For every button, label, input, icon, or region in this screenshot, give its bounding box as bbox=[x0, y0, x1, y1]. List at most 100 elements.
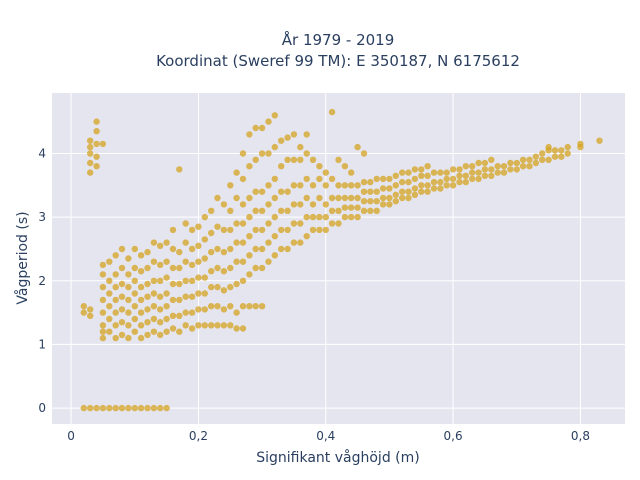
data-point bbox=[500, 169, 508, 176]
data-point bbox=[252, 303, 259, 310]
data-point bbox=[367, 207, 374, 214]
data-point bbox=[309, 156, 317, 163]
data-point bbox=[220, 306, 228, 313]
data-point bbox=[233, 194, 240, 202]
data-point bbox=[430, 169, 438, 176]
data-point bbox=[188, 245, 196, 253]
data-point bbox=[360, 150, 368, 157]
data-point bbox=[169, 296, 177, 304]
data-point bbox=[335, 182, 342, 189]
data-point bbox=[488, 166, 495, 173]
data-point bbox=[278, 188, 285, 195]
data-point bbox=[290, 156, 298, 163]
data-point bbox=[303, 175, 310, 183]
data-point bbox=[182, 309, 189, 316]
data-point bbox=[227, 264, 234, 272]
data-point bbox=[373, 207, 380, 214]
data-point bbox=[131, 245, 138, 253]
data-point bbox=[258, 124, 266, 132]
data-point bbox=[195, 274, 202, 281]
data-point bbox=[367, 198, 374, 205]
data-point bbox=[176, 328, 183, 335]
data-point bbox=[354, 194, 361, 202]
data-point bbox=[106, 258, 113, 265]
data-point bbox=[182, 322, 189, 329]
data-point bbox=[93, 153, 100, 160]
data-point bbox=[265, 118, 272, 125]
data-point bbox=[316, 226, 323, 234]
data-point bbox=[208, 248, 215, 256]
data-point bbox=[112, 309, 119, 316]
data-point bbox=[399, 194, 406, 202]
data-point bbox=[99, 261, 107, 269]
data-point bbox=[386, 175, 393, 183]
data-point bbox=[163, 290, 170, 297]
data-point bbox=[360, 198, 368, 205]
data-point bbox=[411, 185, 419, 192]
data-point bbox=[131, 303, 138, 310]
data-point bbox=[481, 166, 489, 173]
data-point bbox=[596, 137, 603, 144]
data-point bbox=[322, 169, 329, 176]
y-tick-label: 2 bbox=[38, 274, 46, 288]
data-point bbox=[545, 156, 552, 163]
data-point bbox=[309, 201, 317, 208]
data-point bbox=[545, 143, 552, 151]
data-point bbox=[118, 319, 126, 326]
data-point bbox=[214, 264, 221, 272]
data-point bbox=[335, 207, 342, 214]
data-point bbox=[443, 169, 450, 176]
data-point bbox=[328, 175, 336, 183]
data-point bbox=[418, 172, 425, 179]
data-point bbox=[539, 150, 546, 157]
data-point bbox=[271, 112, 278, 119]
data-point bbox=[449, 175, 457, 183]
data-point bbox=[328, 220, 336, 227]
data-point bbox=[157, 293, 164, 300]
data-point bbox=[208, 229, 215, 237]
data-point bbox=[456, 172, 463, 179]
data-point bbox=[462, 163, 469, 170]
data-point bbox=[201, 290, 208, 297]
data-point bbox=[297, 182, 304, 189]
data-point bbox=[278, 137, 285, 144]
data-point bbox=[386, 201, 393, 208]
data-point bbox=[157, 404, 164, 412]
data-point bbox=[252, 124, 259, 132]
data-point bbox=[271, 175, 278, 183]
data-point bbox=[137, 268, 145, 275]
data-point bbox=[163, 239, 170, 246]
data-point bbox=[106, 404, 113, 412]
data-point bbox=[208, 322, 215, 329]
data-point bbox=[239, 220, 247, 227]
data-point bbox=[265, 239, 272, 246]
x-tick-label: 0 bbox=[67, 429, 75, 443]
data-point bbox=[208, 303, 215, 310]
data-point bbox=[246, 271, 253, 278]
data-point bbox=[246, 213, 253, 221]
data-point bbox=[494, 163, 501, 170]
data-point bbox=[271, 233, 278, 240]
data-point bbox=[532, 153, 540, 160]
data-point bbox=[258, 303, 266, 310]
data-point bbox=[252, 245, 259, 253]
data-point bbox=[106, 290, 113, 297]
data-point bbox=[188, 309, 196, 316]
data-point bbox=[367, 188, 374, 195]
data-point bbox=[137, 404, 145, 412]
data-point bbox=[201, 322, 208, 329]
data-point bbox=[309, 213, 317, 221]
data-point bbox=[252, 264, 259, 272]
data-point bbox=[125, 334, 132, 342]
data-point bbox=[246, 303, 253, 310]
data-point bbox=[265, 220, 272, 227]
data-point bbox=[278, 245, 285, 253]
data-point bbox=[137, 283, 145, 291]
data-point bbox=[227, 245, 234, 253]
data-point bbox=[144, 404, 151, 412]
data-point bbox=[144, 293, 151, 300]
data-point bbox=[348, 182, 355, 189]
data-point bbox=[539, 156, 546, 163]
data-point bbox=[271, 143, 278, 151]
data-point bbox=[507, 159, 514, 167]
